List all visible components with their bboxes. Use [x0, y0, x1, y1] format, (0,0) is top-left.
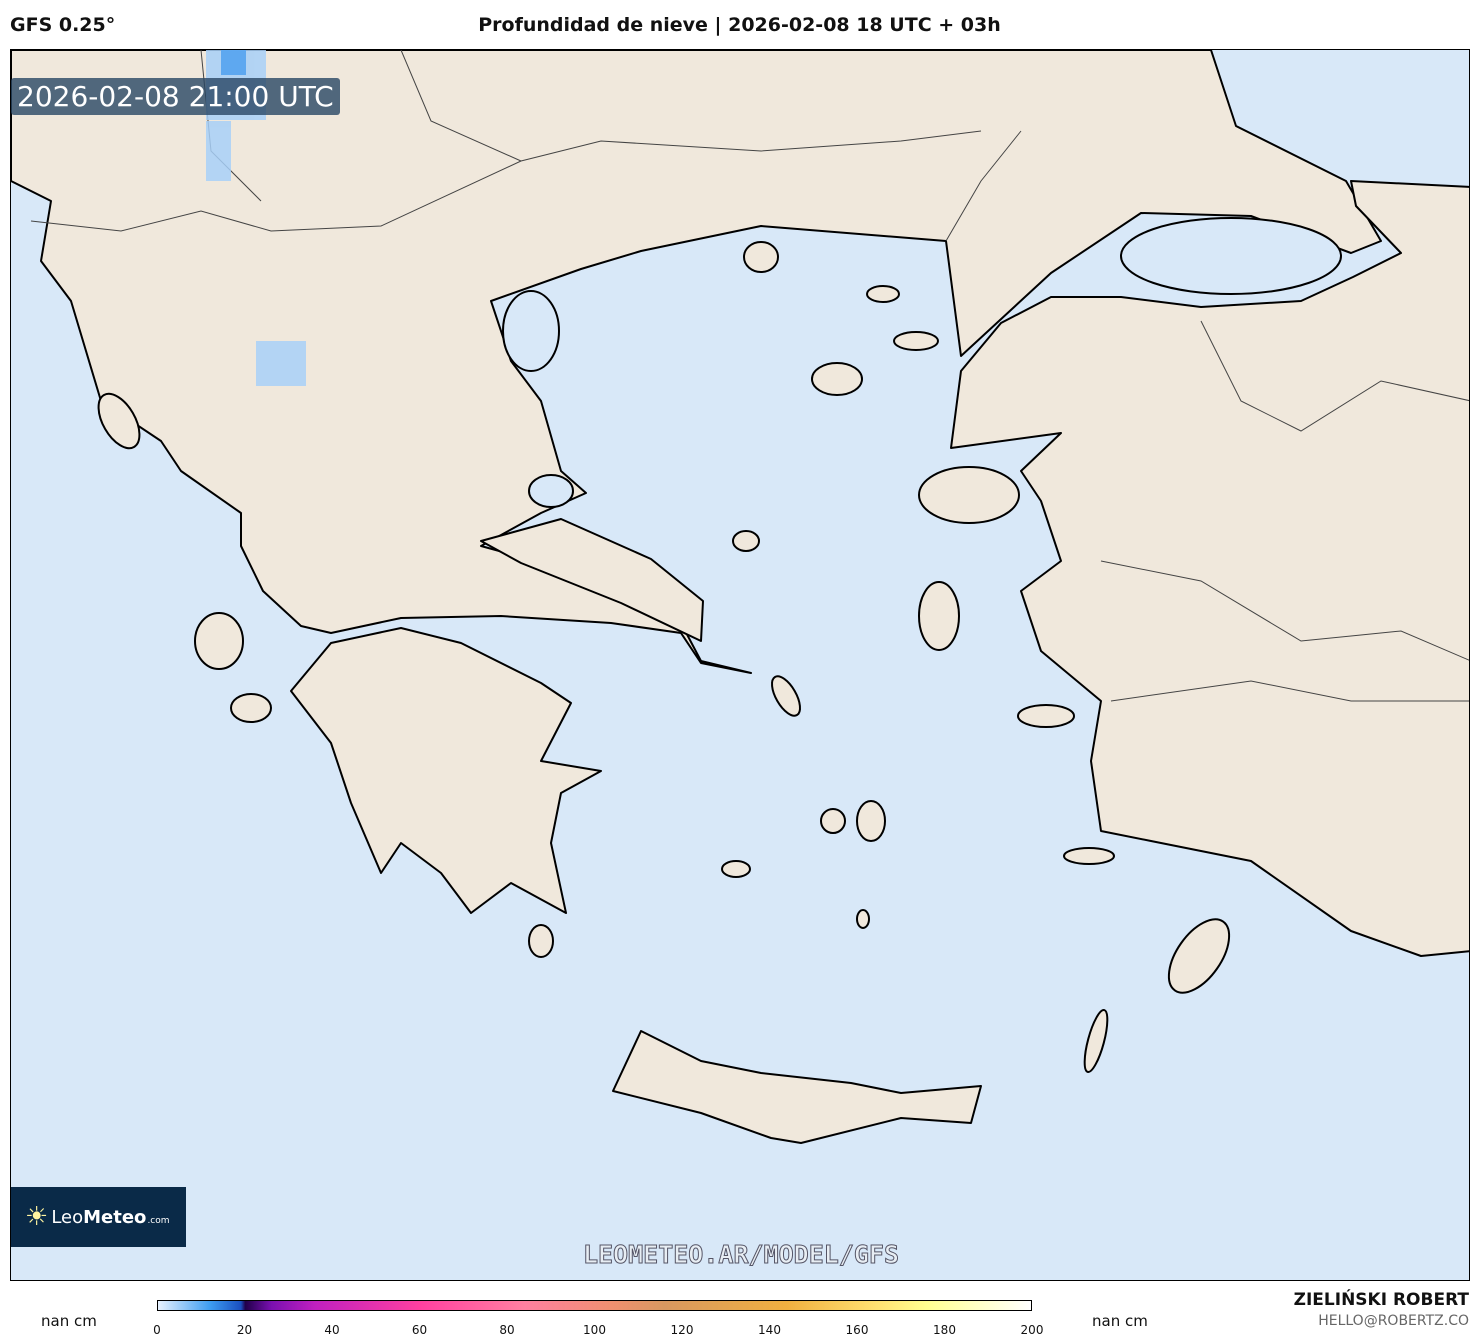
island-kefalonia [194, 612, 244, 670]
island-samothrace [866, 285, 900, 303]
island-chios [918, 581, 960, 651]
map-title: Profundidad de nieve | 2026-02-08 18 UTC… [478, 14, 1001, 36]
island-lemnos [811, 362, 863, 396]
border-turkey-3 [1110, 680, 1469, 702]
gulf-pagasetic [528, 474, 574, 508]
colorbar-tick: 0 [153, 1323, 161, 1337]
author-credit: ZIELIŃSKI ROBERT [1293, 1290, 1469, 1310]
leometeo-logo[interactable]: ☀ LeoMeteo.com [11, 1187, 186, 1247]
colorbar-tick: 40 [324, 1323, 340, 1337]
island-andros [771, 675, 801, 717]
border-turkey-1 [1200, 320, 1469, 432]
island-thasos [743, 241, 779, 273]
colorbar-tick: 20 [236, 1323, 253, 1337]
colorbar-tick: 160 [845, 1323, 869, 1337]
land-crete [612, 1030, 982, 1144]
border-turkey-2 [1100, 560, 1469, 661]
snow-patch-pindus [256, 341, 306, 386]
colorbar-unit-right: nan cm [1092, 1312, 1148, 1330]
colorbar-tick: 120 [670, 1323, 694, 1337]
colorbar-tick: 80 [499, 1323, 515, 1337]
logo-text: LeoMeteo.com [51, 1206, 170, 1228]
island-santorini [856, 909, 870, 929]
land-peloponnese [290, 627, 602, 914]
model-name: GFS 0.25° [10, 14, 116, 36]
sun-icon: ☀ [25, 1202, 49, 1232]
snow-patch-north-2 [206, 121, 231, 181]
colorbar-tick: 140 [758, 1323, 781, 1337]
land-evia [480, 518, 704, 642]
colorbar-tick: 200 [1020, 1323, 1044, 1337]
island-skyros [732, 530, 760, 552]
island-corfu [97, 392, 141, 450]
timestamp-label: 2026-02-08 21:00 UTC [11, 78, 340, 115]
border-greece-turkey [945, 130, 1022, 242]
border-balkans-2 [400, 50, 522, 162]
island-samos [1017, 704, 1075, 728]
island-karpathos [1083, 1009, 1109, 1073]
island-kos [1063, 847, 1115, 865]
island-lesbos [918, 466, 1020, 524]
snow-patch-deep [221, 50, 246, 75]
island-zakynthos [230, 693, 272, 723]
colorbar-tick: 100 [583, 1323, 606, 1337]
map-canvas [11, 50, 1469, 1144]
colorbar-tick: 60 [411, 1323, 428, 1337]
gulf-thermaic [502, 290, 560, 372]
island-milos [721, 860, 751, 878]
island-imbros [893, 331, 939, 351]
colorbar-unit-left: nan cm [41, 1312, 97, 1330]
border-north-greece [30, 130, 982, 232]
island-rhodes [1167, 918, 1231, 994]
author-email: HELLO@ROBERTZ.CO [1318, 1313, 1469, 1329]
land-turkey [950, 180, 1469, 957]
island-kythira [528, 924, 554, 958]
island-naxos [856, 800, 886, 842]
map-view[interactable]: 2026-02-08 21:00 UTC ☀ LeoMeteo.com LEOM… [10, 49, 1470, 1281]
sea-marmara [1120, 217, 1342, 295]
website-watermark: LEOMETEO.AR/MODEL/GFS [582, 1240, 900, 1270]
colorbar [157, 1300, 1032, 1311]
colorbar-tick: 180 [933, 1323, 956, 1337]
island-paros [820, 808, 846, 834]
